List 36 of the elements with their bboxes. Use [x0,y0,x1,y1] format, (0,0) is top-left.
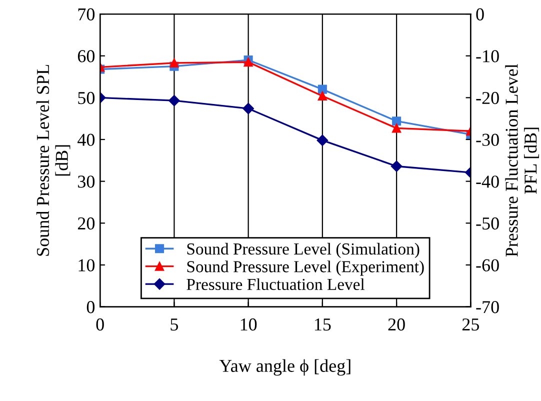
y2-tick-label: -30 [476,134,499,146]
point [318,84,327,94]
x-tick-label: 10 [240,318,257,331]
x-tick-label: 5 [170,318,178,331]
x-tick-label: 25 [462,318,479,331]
y2-tick-label: -70 [476,301,499,314]
point [392,124,402,133]
y-tick-label: 0 [86,301,95,314]
point [242,102,254,114]
point [390,160,402,172]
y2-axis-title: Pressure Fluctuation Level PFL [dB] [505,64,539,257]
y-tick-label: 60 [78,50,95,62]
y2-tick-label: -10 [476,50,499,62]
x-tick-label: 0 [96,318,104,331]
y-tick-label: 70 [78,8,95,20]
legend-label: Pressure Fluctuation Level [186,278,365,290]
legend-label: Sound Pressure Level (Simulation) [187,242,420,258]
y-tick-label: 30 [78,176,95,188]
x-axis-title: Yaw angle ϕ [deg] [219,359,350,376]
y2-tick-label: 0 [476,8,484,20]
y2-tick-label: -20 [476,92,499,104]
x-tick-label: 20 [388,318,405,331]
y-tick-label: 20 [78,217,95,230]
y-tick-label: 40 [78,134,95,146]
y2-tick-label: -60 [476,259,499,272]
legend-label: Sound Pressure Level (Experiment) [187,260,424,276]
x-tick-label: 15 [314,318,331,331]
y2-tick-label: -40 [476,176,499,188]
point [392,116,402,126]
y-tick-label: 10 [78,259,95,272]
point [318,91,327,101]
point [316,134,328,146]
y2-tick-label: -50 [476,217,499,230]
point [170,58,179,68]
y-axis-title: Sound Pressure Level SPL [dB] [36,64,70,256]
y-tick-label: 50 [78,92,95,104]
